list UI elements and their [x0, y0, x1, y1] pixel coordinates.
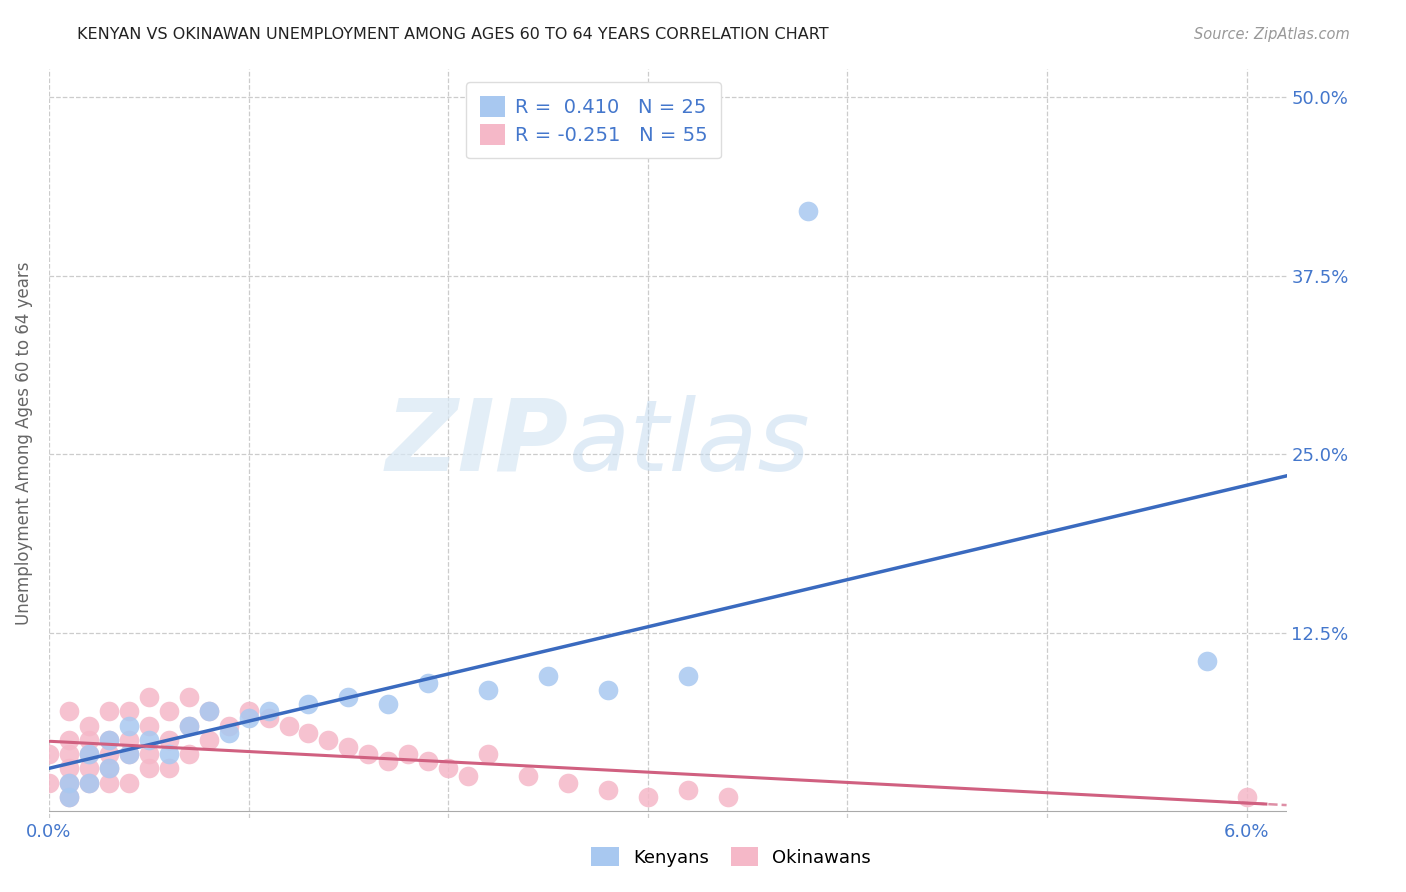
Point: [138, 718, 160, 732]
Point: [377, 697, 399, 711]
Point: [58, 790, 80, 805]
Point: [97, 776, 120, 790]
Point: [218, 718, 240, 732]
Point: [157, 704, 180, 718]
Point: [138, 747, 160, 761]
Point: [418, 754, 440, 768]
Point: [38, 747, 60, 761]
Point: [118, 718, 141, 732]
Point: [177, 718, 200, 732]
Text: Source: ZipAtlas.com: Source: ZipAtlas.com: [1194, 27, 1350, 42]
Point: [337, 690, 360, 704]
Point: [97, 704, 120, 718]
Point: [297, 725, 319, 739]
Point: [97, 747, 120, 761]
Point: [238, 704, 260, 718]
Point: [596, 783, 619, 797]
Point: [418, 675, 440, 690]
Text: atlas: atlas: [569, 395, 810, 492]
Point: [118, 747, 141, 761]
Point: [138, 690, 160, 704]
Point: [58, 704, 80, 718]
Point: [177, 690, 200, 704]
Point: [257, 711, 280, 725]
Point: [1236, 790, 1258, 805]
Point: [58, 776, 80, 790]
Point: [337, 739, 360, 754]
Point: [97, 732, 120, 747]
Point: [218, 725, 240, 739]
Legend: Kenyans, Okinawans: Kenyans, Okinawans: [585, 840, 877, 874]
Point: [796, 204, 818, 219]
Point: [177, 747, 200, 761]
Point: [357, 747, 380, 761]
Point: [676, 668, 699, 682]
Point: [717, 790, 740, 805]
Point: [437, 762, 460, 776]
Point: [1195, 654, 1218, 668]
Point: [118, 776, 141, 790]
Point: [97, 762, 120, 776]
Point: [77, 747, 100, 761]
Point: [138, 732, 160, 747]
Legend: R =  0.410   N = 25, R = -0.251   N = 55: R = 0.410 N = 25, R = -0.251 N = 55: [467, 82, 721, 159]
Point: [257, 704, 280, 718]
Text: ZIP: ZIP: [385, 395, 569, 492]
Point: [138, 762, 160, 776]
Point: [197, 704, 219, 718]
Point: [277, 718, 299, 732]
Point: [97, 762, 120, 776]
Point: [77, 776, 100, 790]
Point: [77, 762, 100, 776]
Point: [537, 668, 560, 682]
Point: [58, 790, 80, 805]
Point: [77, 732, 100, 747]
Point: [118, 704, 141, 718]
Point: [297, 697, 319, 711]
Point: [157, 747, 180, 761]
Point: [77, 718, 100, 732]
Point: [457, 769, 479, 783]
Y-axis label: Unemployment Among Ages 60 to 64 years: Unemployment Among Ages 60 to 64 years: [15, 261, 32, 625]
Point: [637, 790, 659, 805]
Point: [517, 769, 540, 783]
Point: [157, 732, 180, 747]
Point: [596, 682, 619, 697]
Point: [58, 747, 80, 761]
Point: [477, 682, 499, 697]
Point: [38, 776, 60, 790]
Point: [318, 732, 340, 747]
Point: [157, 762, 180, 776]
Point: [77, 776, 100, 790]
Point: [97, 732, 120, 747]
Point: [396, 747, 419, 761]
Text: KENYAN VS OKINAWAN UNEMPLOYMENT AMONG AGES 60 TO 64 YEARS CORRELATION CHART: KENYAN VS OKINAWAN UNEMPLOYMENT AMONG AG…: [77, 27, 830, 42]
Point: [238, 711, 260, 725]
Point: [77, 747, 100, 761]
Point: [58, 776, 80, 790]
Point: [177, 718, 200, 732]
Point: [676, 783, 699, 797]
Point: [477, 747, 499, 761]
Point: [197, 704, 219, 718]
Point: [197, 732, 219, 747]
Point: [118, 732, 141, 747]
Point: [58, 732, 80, 747]
Point: [118, 747, 141, 761]
Point: [557, 776, 579, 790]
Point: [377, 754, 399, 768]
Point: [58, 762, 80, 776]
